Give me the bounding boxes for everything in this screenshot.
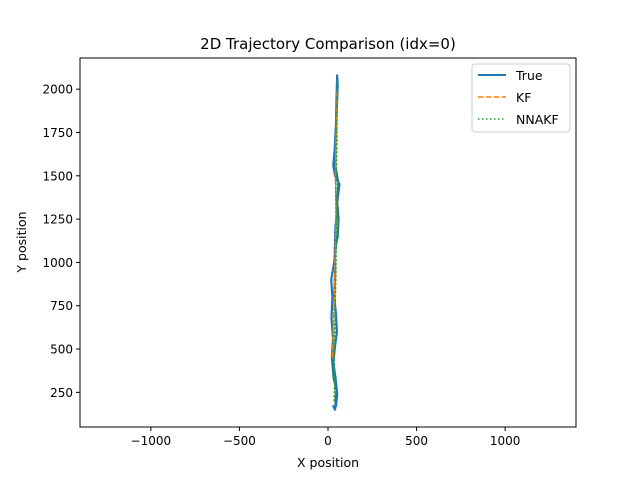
y-tick-label: 2000 xyxy=(42,83,73,97)
y-tick-label: 1000 xyxy=(42,256,73,270)
y-tick-label: 750 xyxy=(50,299,73,313)
legend-label-nnakf: NNAKF xyxy=(516,112,559,127)
x-axis-ticks: −1000 −500 0 500 1000 xyxy=(131,427,521,448)
y-tick-label: 1250 xyxy=(42,213,73,227)
plot-area xyxy=(330,74,341,411)
legend-label-true: True xyxy=(515,68,543,83)
x-axis-label: X position xyxy=(297,455,359,470)
legend-box xyxy=(471,63,571,133)
x-tick-label: 0 xyxy=(324,434,332,448)
legend-label-kf: KF xyxy=(516,90,531,105)
x-tick-label: −500 xyxy=(223,434,256,448)
y-tick-label: 1750 xyxy=(42,126,73,140)
y-tick-label: 1500 xyxy=(42,169,73,183)
series-line-nnakf xyxy=(333,79,339,402)
y-axis-ticks: 250 500 750 1000 1250 1500 1750 2000 xyxy=(42,83,80,400)
y-axis-label: Y position xyxy=(14,211,29,273)
y-tick-label: 250 xyxy=(50,386,73,400)
x-tick-label: 1000 xyxy=(490,434,521,448)
x-tick-label: −1000 xyxy=(131,434,172,448)
y-tick-label: 500 xyxy=(50,343,73,357)
chart-title: 2D Trajectory Comparison (idx=0) xyxy=(200,35,456,53)
legend: True KF NNAKF xyxy=(471,63,571,133)
x-tick-label: 500 xyxy=(405,434,428,448)
